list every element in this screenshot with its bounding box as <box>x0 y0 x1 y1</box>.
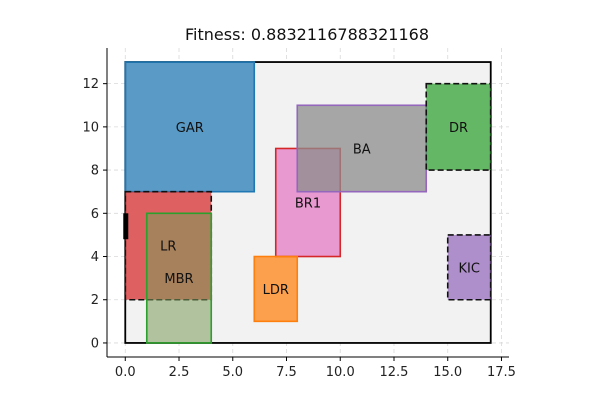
room-label-lr: LR <box>160 240 176 255</box>
rooms <box>124 61 492 344</box>
x-tick-label-1: 2.5 <box>169 365 190 380</box>
room-kic-rect <box>446 234 492 301</box>
room-label-ldr: LDR <box>263 283 289 298</box>
room-label-kic: KIC <box>459 261 480 276</box>
axes: 0.0 2.5 5.0 7.5 10.0 12.5 15.0 17.5 0 2 4 6 8 10 12 <box>82 48 516 380</box>
y-tick-label-5: 10 <box>82 120 99 135</box>
room-label-br1: BR1 <box>295 197 321 212</box>
door-rect <box>123 213 129 240</box>
room-label-dr: DR <box>449 121 468 136</box>
x-tick-label-2: 5.0 <box>222 365 243 380</box>
y-tick-label-3: 6 <box>91 207 99 222</box>
room-label-gar: GAR <box>176 121 204 136</box>
chart-title: Fitness: 0.8832116788321168 <box>185 25 429 44</box>
room-label-ba: BA <box>353 142 371 157</box>
x-tick-label-7: 17.5 <box>487 365 516 380</box>
x-tick-label-0: 0.0 <box>115 365 136 380</box>
x-tick-label-6: 15.0 <box>433 365 462 380</box>
x-tick-label-4: 10.0 <box>326 365 355 380</box>
room-ba-rect <box>296 104 428 193</box>
room-gar-rect <box>124 61 256 193</box>
y-tick-label-6: 12 <box>82 77 99 92</box>
room-labels: GAR LR MBR BR1 BA DR LDR KIC <box>160 121 480 298</box>
y-tick-label-1: 2 <box>91 293 99 308</box>
door-marker <box>123 213 129 240</box>
x-tick-label-5: 12.5 <box>380 365 409 380</box>
y-tick-label-4: 8 <box>91 164 99 179</box>
room-label-mbr: MBR <box>164 272 193 287</box>
room-dr-rect <box>425 82 492 171</box>
room-ldr-rect <box>253 255 299 323</box>
x-tick-label-3: 7.5 <box>276 365 297 380</box>
room-mbr-rect <box>145 212 213 344</box>
y-tick-label-0: 0 <box>91 336 99 351</box>
y-tick-label-2: 4 <box>91 250 99 265</box>
